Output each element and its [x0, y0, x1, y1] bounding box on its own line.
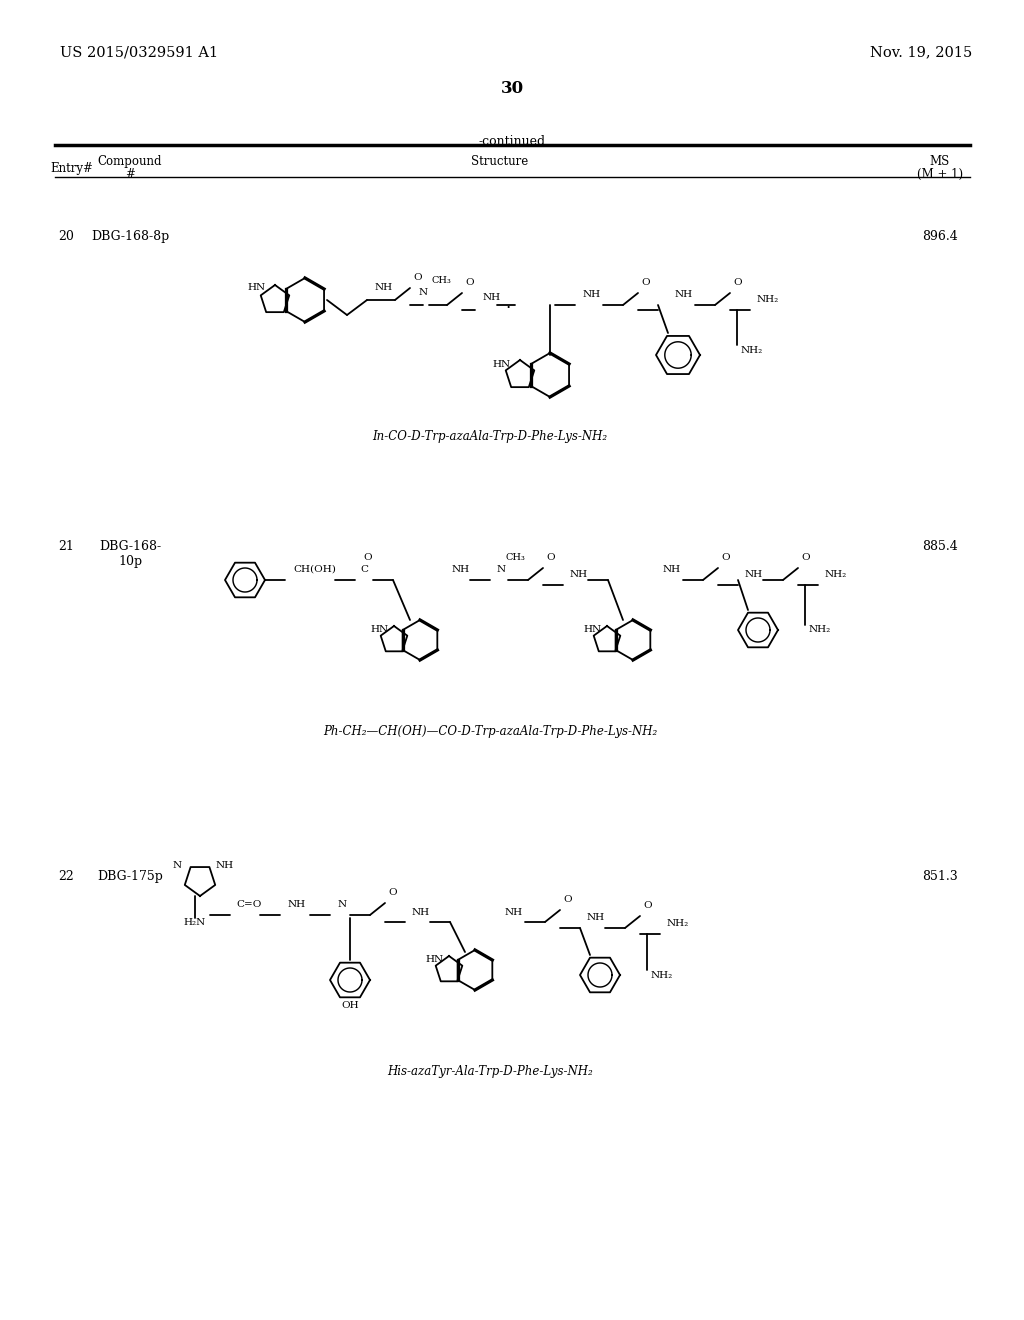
Text: 30: 30: [501, 81, 523, 96]
Text: NH: NH: [675, 290, 693, 300]
Text: NH₂: NH₂: [809, 624, 831, 634]
Text: CH(OH): CH(OH): [293, 565, 336, 574]
Text: OH: OH: [341, 1001, 358, 1010]
Text: Structure: Structure: [471, 154, 528, 168]
Text: 896.4: 896.4: [923, 230, 957, 243]
Text: NH: NH: [587, 913, 605, 921]
Text: NH: NH: [583, 290, 601, 300]
Text: US 2015/0329591 A1: US 2015/0329591 A1: [60, 45, 218, 59]
Text: O: O: [465, 279, 474, 286]
Text: HN: HN: [426, 954, 444, 964]
Text: O: O: [641, 279, 649, 286]
Text: NH: NH: [412, 908, 430, 917]
Text: 885.4: 885.4: [923, 540, 957, 553]
Text: In-CO-D-Trp-azaAla-Trp-D-Phe-Lys-NH₂: In-CO-D-Trp-azaAla-Trp-D-Phe-Lys-NH₂: [373, 430, 607, 444]
Text: NH: NH: [375, 282, 393, 292]
Text: HN: HN: [584, 624, 602, 634]
Text: N: N: [173, 861, 182, 870]
Text: O: O: [413, 273, 422, 282]
Text: Entry#: Entry#: [50, 162, 93, 176]
Text: DBG-168-
10p: DBG-168- 10p: [99, 540, 161, 568]
Text: O: O: [546, 553, 555, 562]
Text: DBG-175p: DBG-175p: [97, 870, 163, 883]
Text: NH₂: NH₂: [741, 346, 763, 355]
Text: C=O: C=O: [236, 900, 261, 909]
Text: ·: ·: [505, 300, 510, 317]
Text: Nov. 19, 2015: Nov. 19, 2015: [870, 45, 972, 59]
Text: C: C: [360, 565, 368, 574]
Text: Ph-CH₂—CH(OH)—CO-D-Trp-azaAla-Trp-D-Phe-Lys-NH₂: Ph-CH₂—CH(OH)—CO-D-Trp-azaAla-Trp-D-Phe-…: [323, 725, 657, 738]
Text: NH₂: NH₂: [667, 919, 689, 928]
Text: N: N: [338, 900, 347, 909]
Text: NH: NH: [505, 908, 523, 917]
Text: 20: 20: [58, 230, 74, 243]
Text: -continued: -continued: [478, 135, 546, 148]
Text: O: O: [733, 279, 741, 286]
Text: NH: NH: [452, 565, 470, 574]
Text: O: O: [362, 553, 372, 562]
Text: #: #: [125, 168, 135, 181]
Text: 22: 22: [58, 870, 74, 883]
Text: CH₃: CH₃: [505, 553, 525, 562]
Text: NH: NH: [745, 570, 763, 579]
Text: O: O: [801, 553, 810, 562]
Text: 851.3: 851.3: [923, 870, 957, 883]
Text: NH: NH: [483, 293, 501, 302]
Text: NH: NH: [570, 570, 588, 579]
Text: CH₃: CH₃: [431, 276, 451, 285]
Text: H₂N: H₂N: [184, 917, 206, 927]
Text: O: O: [563, 895, 571, 904]
Text: DBG-168-8p: DBG-168-8p: [91, 230, 169, 243]
Text: (M + 1): (M + 1): [916, 168, 963, 181]
Text: O: O: [388, 888, 396, 898]
Text: NH₂: NH₂: [757, 294, 779, 304]
Text: N: N: [419, 288, 428, 297]
Text: HN: HN: [493, 360, 511, 370]
Text: O: O: [721, 553, 730, 562]
Text: HN: HN: [371, 624, 389, 634]
Text: HN: HN: [248, 282, 266, 292]
Text: N: N: [497, 565, 506, 574]
Text: NH: NH: [216, 861, 234, 870]
Text: NH: NH: [663, 565, 681, 574]
Text: 21: 21: [58, 540, 74, 553]
Text: Compound: Compound: [97, 154, 162, 168]
Text: NH₂: NH₂: [825, 570, 847, 579]
Text: MS: MS: [930, 154, 950, 168]
Text: His-azaTyr-Ala-Trp-D-Phe-Lys-NH₂: His-azaTyr-Ala-Trp-D-Phe-Lys-NH₂: [387, 1065, 593, 1078]
Text: NH₂: NH₂: [651, 972, 673, 979]
Text: O: O: [643, 902, 651, 909]
Text: NH: NH: [288, 900, 306, 909]
